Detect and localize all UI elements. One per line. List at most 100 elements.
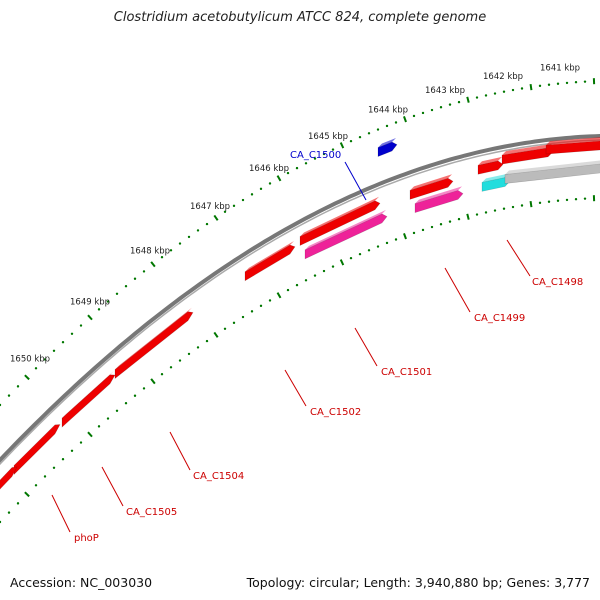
gene-red-6[interactable] [244,240,296,282]
minor-tick [268,299,272,302]
gene-body [61,374,116,428]
gene-label[interactable]: CA_C1502 [310,407,361,418]
minor-tick [268,182,272,185]
minor-tick [259,187,263,191]
minor-tick [187,235,191,239]
major-tick [276,292,282,299]
gene-label[interactable]: CA_C1501 [381,367,432,378]
minor-tick [295,166,299,170]
minor-tick [124,284,128,288]
minor-tick [286,171,290,175]
minor-tick [133,277,137,280]
genome-stats-text: Topology: circular; Length: 3,940,880 bp… [246,575,590,590]
kbp-label: 1644 kbp [368,106,408,116]
major-tick [276,175,282,182]
leader-line [354,327,378,367]
minor-tick [502,207,506,210]
gene-red-5[interactable] [299,196,381,246]
gene-ca-c1500[interactable] [377,138,398,157]
minor-tick [439,223,443,226]
minor-tick [241,315,245,319]
minor-tick [106,417,110,420]
genome-backbone [0,133,600,466]
minor-tick [475,96,479,99]
minor-tick [52,349,56,352]
minor-tick [79,441,83,444]
gene-body [114,311,194,380]
map-title: Clostridium acetobutylicum ATCC 824, com… [113,10,487,25]
gene-label[interactable]: CA_C1499 [474,313,525,324]
minor-tick [16,502,20,505]
kbp-label: 1645 kbp [308,132,348,142]
minor-tick [457,217,461,221]
minor-tick [52,466,56,469]
minor-tick [133,394,137,397]
minor-tick [187,352,191,356]
gene-top-face [482,173,509,183]
minor-tick [448,220,452,223]
gene-red-9[interactable] [13,420,61,476]
minor-tick [205,222,209,226]
minor-tick [475,213,479,216]
gene-red-3[interactable] [545,137,600,155]
kbp-label: 1642 kbp [483,72,523,82]
minor-tick [484,211,488,214]
minor-tick [142,387,146,390]
minor-tick [259,304,263,308]
gene-label[interactable]: CA_C1498 [532,277,583,288]
gene-body [414,190,464,214]
gene-label[interactable]: phoP [74,533,99,544]
gene-body [504,163,600,184]
gene-top-face [115,307,192,370]
minor-tick [574,198,578,201]
minor-tick [115,292,119,295]
minor-tick [412,231,416,235]
minor-tick [349,139,353,143]
minor-tick [0,520,2,524]
minor-tick [538,84,542,88]
minor-tick [349,256,353,260]
minor-tick [511,205,515,209]
minor-tick [421,111,425,115]
gene-red-1[interactable] [477,156,504,175]
minor-tick [232,204,236,208]
gene-ca-c1501[interactable] [304,209,388,260]
major-tick [339,142,345,149]
minor-tick [97,425,101,428]
gene-ca-c1499[interactable] [414,186,464,214]
minor-tick [502,90,506,93]
gene-red-10[interactable] [0,463,18,500]
gene-label[interactable]: CA_C1505 [126,507,177,518]
minor-tick [556,199,560,202]
minor-tick [556,82,560,85]
gene-label[interactable]: CA_C1504 [193,471,244,482]
gene-top-face [245,240,294,272]
leader-line [51,494,71,533]
gene-red-4[interactable] [409,174,454,200]
gene-body [304,213,388,260]
gene-body [377,141,398,157]
gene-red-8[interactable] [61,370,116,428]
minor-tick [376,128,380,131]
minor-tick [565,81,569,85]
minor-tick [511,88,515,92]
minor-tick [430,108,434,112]
minor-tick [7,394,11,397]
gene-top-face [305,209,386,250]
minor-tick [322,152,326,156]
gene-ca-c1498[interactable] [481,173,511,192]
minor-tick [61,458,65,461]
minor-tick [574,81,578,84]
gene-grey[interactable] [504,160,600,184]
minor-tick [493,209,497,212]
minor-tick [250,193,254,196]
minor-tick [34,484,38,487]
gene-top-face [502,143,552,156]
gene-top-face [415,186,462,204]
gene-label[interactable]: CA_C1500 [290,150,341,161]
minor-tick [43,475,47,478]
kbp-label: 1646 kbp [249,164,289,174]
gene-red-7[interactable] [114,307,194,380]
